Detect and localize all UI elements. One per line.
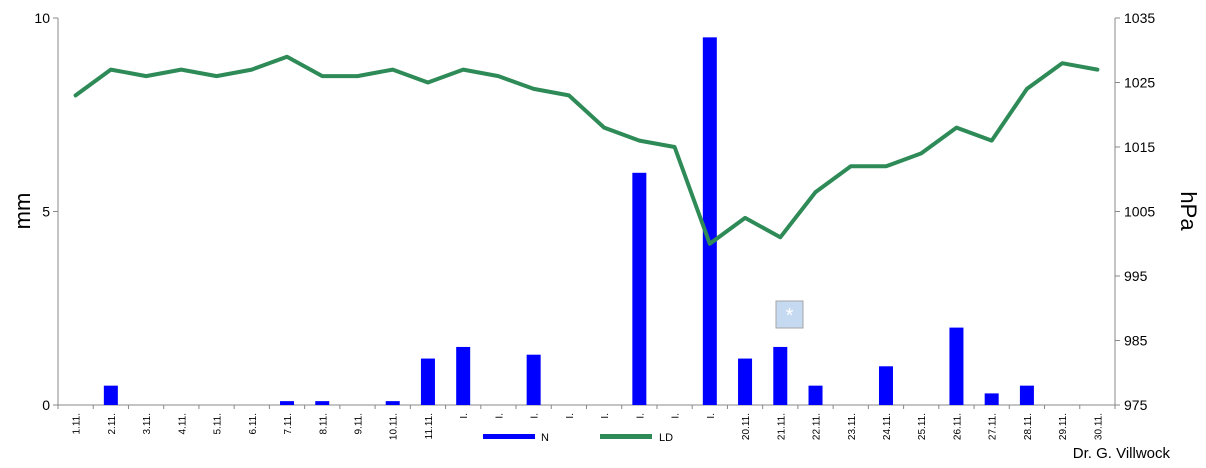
x-tick-label: I. <box>600 413 611 419</box>
bar-series-n <box>103 37 1034 405</box>
y-tick-label-right: 1035 <box>1124 10 1155 26</box>
x-tick-label: I. <box>635 413 646 419</box>
x-tick-label: 22.11. <box>812 413 823 440</box>
x-tick-label: 27.11. <box>988 413 999 440</box>
x-tick-label: 10.11. <box>389 413 400 440</box>
x-tick-label: I. <box>494 413 505 419</box>
x-tick-label: 1.11. <box>72 413 83 435</box>
legend-label-ld: LD <box>659 432 673 444</box>
y-tick-label-right: 1005 <box>1124 204 1155 220</box>
x-tick-label: 25.11. <box>917 413 928 440</box>
bar-n <box>808 385 823 405</box>
y-ticks-left: 0 5 10 <box>34 10 58 413</box>
bar-n <box>420 358 435 405</box>
x-tick-label: 26.11. <box>952 413 963 440</box>
x-tick-label: 7.11. <box>283 413 294 435</box>
x-ticks: 1.11. 2.11. 3.11. 4.11. 5.11. 6.11. 7.11. 8.11.… <box>57 405 1116 440</box>
legend-label-n: N <box>541 432 549 444</box>
legend-swatch-ld <box>600 434 652 439</box>
y-tick-label-right: 985 <box>1124 333 1148 349</box>
x-tick-label: 23.11. <box>847 413 858 440</box>
y-ticks-right: 975 985 995 1005 1015 1025 1035 <box>1115 10 1155 413</box>
annotation-rect <box>775 300 804 329</box>
y-tick-label-right: 975 <box>1124 397 1148 413</box>
x-tick-label: 2.11. <box>107 413 118 435</box>
x-tick-label: 4.11. <box>177 413 188 435</box>
y-tick-label-left: 5 <box>42 204 50 220</box>
credit-text: Dr. G. Villwock <box>1073 445 1171 462</box>
bar-n <box>456 346 471 405</box>
x-tick-label: 28.11. <box>1023 413 1034 440</box>
bar-n <box>526 354 541 405</box>
annotation-box: * <box>775 300 804 329</box>
y-axis-title-left: mm <box>10 193 35 230</box>
line-series-ld <box>73 54 1100 246</box>
bar-n <box>984 393 999 405</box>
bar-n <box>878 366 893 405</box>
x-tick-label: 21.11. <box>776 413 787 440</box>
y-tick-label-right: 1025 <box>1124 75 1155 91</box>
legend: N LD <box>483 432 673 444</box>
bar-n <box>1019 385 1034 405</box>
x-tick-label: 8.11. <box>318 413 329 435</box>
line-ld <box>73 54 1100 246</box>
bar-n <box>280 401 295 405</box>
y-tick-label-left: 10 <box>34 10 50 26</box>
x-tick-label: 20.11. <box>741 413 752 440</box>
bar-n <box>315 401 330 405</box>
x-tick-label: 6.11. <box>248 413 259 435</box>
bar-n <box>632 172 647 405</box>
y-tick-label-right: 1015 <box>1124 139 1155 155</box>
bar-n <box>773 346 788 405</box>
x-tick-label: I. <box>565 413 576 419</box>
x-tick-label: I. <box>671 413 682 419</box>
y-tick-label-right: 995 <box>1124 268 1148 284</box>
x-tick-label: 11.11. <box>424 413 435 439</box>
x-tick-label: 3.11. <box>142 413 153 435</box>
annotation-text: * <box>786 305 794 327</box>
bar-n <box>949 327 964 405</box>
y-tick-label-left: 0 <box>42 397 50 413</box>
x-tick-label: 9.11. <box>353 413 364 435</box>
x-tick-label: I. <box>459 413 470 419</box>
x-tick-label: 29.11. <box>1058 413 1069 440</box>
x-tick-label: 24.11. <box>882 413 893 440</box>
y-axis-title-right: hPa <box>1176 191 1201 231</box>
bar-n <box>385 401 400 405</box>
x-tick-label: I. <box>530 413 541 419</box>
x-tick-label: I. <box>706 413 717 419</box>
bar-n <box>702 37 717 405</box>
bar-n <box>103 385 118 405</box>
bar-n <box>738 358 753 405</box>
x-tick-label: 5.11. <box>213 413 224 435</box>
legend-swatch-n <box>483 434 535 439</box>
x-tick-label: 30.11. <box>1093 413 1104 440</box>
